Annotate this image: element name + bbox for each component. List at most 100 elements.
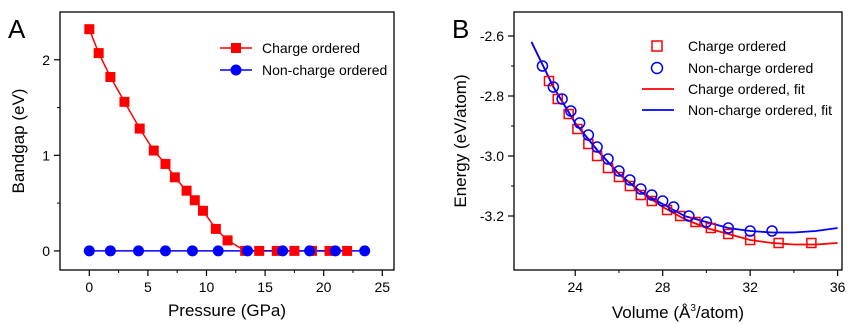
panel-b-y-axis-title: Energy (eV/atom) — [451, 74, 470, 207]
panel-b-point-charge-ordered — [635, 189, 647, 201]
panel-a-y-tick-label: 0 — [42, 243, 50, 259]
panel-b-point-charge-ordered — [773, 237, 784, 249]
panel-a-point-charge-ordered — [271, 245, 282, 256]
panel-a-point-non-charge-ordered — [104, 245, 116, 257]
panel-a-point-non-charge-ordered — [242, 245, 254, 257]
panel-a-point-charge-ordered — [324, 245, 335, 256]
panel-a-point-charge-ordered — [189, 195, 200, 206]
panel-a-legend: Charge ordered Non-charge ordered — [220, 40, 387, 78]
panel-b-point-non-charge-ordered — [582, 129, 595, 141]
panel-a-point-charge-ordered — [289, 245, 300, 256]
panel-b-point-charge-ordered — [563, 108, 574, 120]
panel-b-x-tick-label: 24 — [567, 279, 583, 295]
panel-b-point-non-charge-ordered — [646, 189, 658, 201]
panel-b-y-tick-label: -2.6 — [480, 28, 504, 44]
panel-b-point-non-charge-ordered — [547, 81, 560, 93]
panel-b-point-non-charge-ordered — [613, 165, 625, 177]
panel-b-point-non-charge-ordered — [573, 117, 586, 129]
panel-a-y-tick-label: 2 — [42, 52, 50, 68]
panel-a-point-non-charge-ordered — [277, 245, 289, 257]
panel-b-point-charge-ordered — [674, 210, 686, 222]
panel-b-x-tick-label: 28 — [655, 279, 671, 295]
panel-a-point-non-charge-ordered — [133, 245, 145, 257]
panel-b-point-charge-ordered — [613, 171, 625, 183]
legend-marker-charge-ordered-b — [651, 40, 663, 52]
panel-a-point-non-charge-ordered — [212, 245, 224, 257]
panel-a-point-non-charge-ordered — [186, 245, 198, 257]
legend-marker-non-charge-ordered — [230, 64, 242, 76]
legend-label-non-charge-fit: Non-charge ordered, fit — [688, 102, 832, 118]
panel-b-point-charge-ordered — [806, 237, 817, 249]
panel-a-point-charge-ordered — [84, 24, 95, 35]
panel-a: A 0 5 10 15 20 25 0 1 2 Charge ordered Non-charg… — [8, 11, 395, 320]
panel-b-point-non-charge-ordered — [683, 210, 695, 222]
panel-a-x-tick-label: 0 — [85, 279, 93, 295]
panel-a-point-charge-ordered — [254, 245, 265, 256]
panel-b-point-non-charge-ordered — [700, 216, 713, 228]
panel-b-point-non-charge-ordered — [656, 195, 669, 207]
panel-a-x-tick-label: 15 — [257, 279, 273, 295]
panel-a-x-tick-label: 10 — [199, 279, 215, 295]
panel-a-point-charge-ordered — [169, 172, 180, 183]
panel-a-point-non-charge-ordered — [329, 245, 341, 257]
panel-b-point-non-charge-ordered — [591, 141, 603, 153]
panel-b-x-tick-label: 36 — [830, 279, 846, 295]
panel-b-x-tick-label: 32 — [742, 279, 758, 295]
panel-b-point-charge-ordered — [552, 93, 563, 105]
panel-b-point-non-charge-ordered — [635, 183, 647, 195]
panel-a-point-charge-ordered — [119, 96, 130, 107]
panel-b-point-non-charge-ordered — [556, 93, 568, 105]
panel-b-legend: Charge ordered Non-charge ordered Charge… — [642, 38, 832, 118]
panel-a-point-charge-ordered — [93, 48, 104, 59]
legend-marker-charge-ordered — [231, 43, 241, 53]
panel-a-point-non-charge-ordered — [304, 245, 316, 257]
legend-label-charge-ordered: Charge ordered — [262, 40, 360, 56]
panel-b-point-non-charge-ordered — [565, 105, 577, 117]
panel-a-point-non-charge-ordered — [359, 245, 371, 257]
panel-b-point-non-charge-ordered — [766, 225, 778, 237]
panel-a-frame — [59, 11, 395, 271]
legend-label-charge-ordered-b: Charge ordered — [688, 38, 786, 54]
panel-a-point-charge-ordered — [160, 158, 171, 169]
panel-a-x-tick-label: 5 — [144, 279, 152, 295]
panel-b-y-tick-label: -3.2 — [480, 208, 504, 224]
panel-a-point-charge-ordered — [222, 235, 233, 246]
panel-a-x-tick-label: 20 — [316, 279, 332, 295]
legend-label-charge-fit: Charge ordered, fit — [688, 81, 805, 97]
panel-a-label: A — [8, 14, 26, 44]
legend-label-non-charge-ordered: Non-charge ordered — [262, 62, 387, 78]
panel-a-y-tick-label: 1 — [42, 147, 50, 163]
panel-b-point-non-charge-ordered — [722, 222, 735, 234]
panel-b: B 24 28 32 36 -2.6 -2.8 -3.0 -3.2 Charge ordere… — [451, 11, 846, 322]
legend-label-non-charge-ordered-b: Non-charge ordered — [688, 60, 813, 76]
panel-b-y-tick-label: -2.8 — [480, 88, 504, 104]
panel-b-point-charge-ordered — [624, 180, 636, 192]
panel-b-point-non-charge-ordered — [744, 225, 756, 237]
panel-a-point-charge-ordered — [197, 205, 208, 216]
panel-a-point-charge-ordered — [181, 185, 192, 196]
panel-a-point-charge-ordered — [148, 145, 159, 156]
panel-b-label: B — [452, 14, 469, 44]
panel-a-point-charge-ordered — [105, 71, 116, 82]
panel-a-point-charge-ordered — [210, 223, 221, 234]
panel-a-point-non-charge-ordered — [83, 245, 95, 257]
legend-marker-non-charge-ordered-b — [650, 61, 664, 75]
panel-b-point-charge-ordered — [690, 216, 701, 228]
panel-b-y-tick-label: -3.0 — [480, 148, 504, 164]
panel-a-x-tick-label: 25 — [374, 279, 390, 295]
panel-b-point-non-charge-ordered — [667, 201, 680, 213]
panel-b-point-non-charge-ordered — [602, 153, 614, 165]
panel-b-point-non-charge-ordered — [536, 60, 549, 72]
panel-b-frame — [513, 11, 843, 271]
panel-b-point-charge-ordered — [723, 228, 734, 240]
panel-b-x-axis-title: Volume (Å3/atom) — [612, 303, 744, 322]
panel-a-point-charge-ordered — [342, 245, 353, 256]
panel-a-x-axis-title: Pressure (GPa) — [168, 301, 286, 320]
panel-b-point-charge-ordered — [646, 195, 658, 207]
panel-a-point-charge-ordered — [134, 123, 145, 134]
panel-b-point-non-charge-ordered — [624, 174, 636, 186]
panel-a-point-non-charge-ordered — [159, 245, 171, 257]
panel-b-point-charge-ordered — [661, 204, 673, 216]
panel-b-point-charge-ordered — [572, 123, 583, 135]
